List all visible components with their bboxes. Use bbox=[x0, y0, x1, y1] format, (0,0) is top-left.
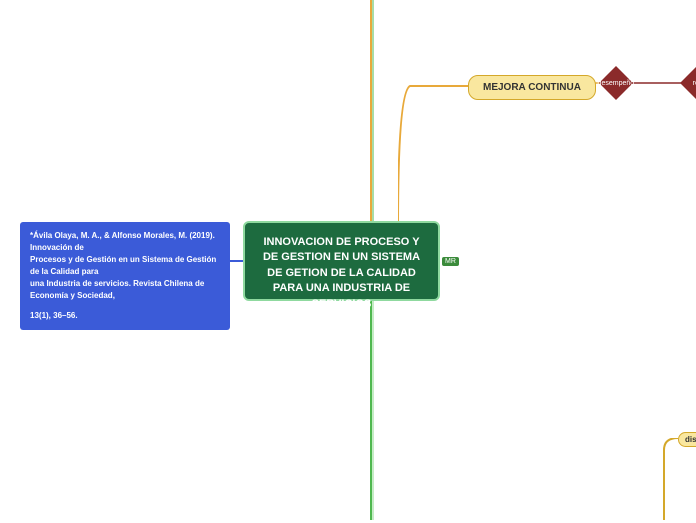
central-topic-text: INNOVACION DE PROCESO Y DE GESTION EN UN… bbox=[263, 236, 420, 310]
main-vertical-line-bottom bbox=[368, 301, 374, 520]
citation-line3: una Industria de servicios. Revista Chil… bbox=[30, 278, 220, 302]
mejora-connector bbox=[398, 82, 470, 227]
diamond-rol[interactable]: rol bbox=[680, 66, 696, 100]
disol-connector bbox=[660, 438, 680, 523]
citation-line4: 13(1), 36–56. bbox=[30, 310, 220, 322]
mr-badge: MR bbox=[442, 257, 459, 266]
diamond-desempeno-text: desempeño bbox=[598, 80, 635, 87]
disol-node[interactable]: disol bbox=[678, 432, 696, 447]
mejora-text: MEJORA CONTINUA bbox=[483, 82, 581, 93]
mejora-continua-node[interactable]: MEJORA CONTINUA bbox=[468, 75, 596, 100]
mindmap-canvas: INNOVACION DE PROCESO Y DE GESTION EN UN… bbox=[0, 0, 696, 520]
citation-line2: Procesos y de Gestión en un Sistema de G… bbox=[30, 254, 220, 278]
diamond-desempeno[interactable]: desempeño bbox=[599, 66, 633, 100]
central-topic[interactable]: INNOVACION DE PROCESO Y DE GESTION EN UN… bbox=[243, 221, 440, 301]
main-vertical-line-top bbox=[368, 0, 374, 221]
citation-node[interactable]: *Ávila Olaya, M. A., & Alfonso Morales, … bbox=[20, 222, 230, 330]
disol-text: disol bbox=[685, 435, 696, 444]
citation-line1: *Ávila Olaya, M. A., & Alfonso Morales, … bbox=[30, 230, 220, 254]
